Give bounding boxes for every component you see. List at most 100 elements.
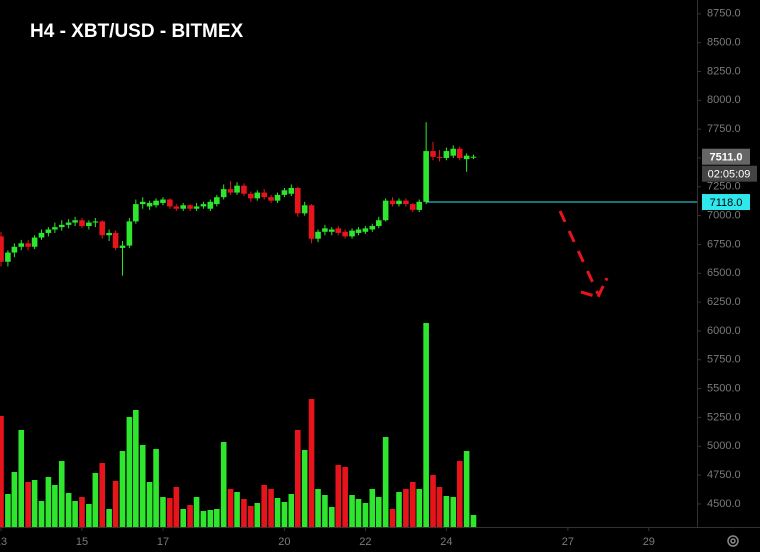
volume-bar — [349, 495, 355, 527]
volume-bar — [463, 451, 470, 527]
candle-body — [470, 156, 477, 158]
volume-bar — [456, 461, 463, 527]
volume-bar — [207, 510, 214, 527]
candle-body — [58, 224, 65, 228]
volume-bar — [234, 492, 240, 527]
candle-body — [133, 204, 139, 222]
volume-bar — [294, 430, 301, 527]
volume-bar — [52, 485, 58, 527]
candle-body — [436, 156, 443, 158]
candle-body — [396, 200, 402, 205]
candle-body — [173, 206, 180, 209]
candle-body — [45, 229, 52, 233]
volume-bar — [288, 494, 295, 527]
price-line-label: 7118.0 — [710, 197, 743, 209]
candle-body — [342, 231, 348, 237]
volume-bar — [18, 430, 25, 527]
y-tick-label: 8750.0 — [707, 8, 741, 20]
y-tick-label: 8250.0 — [707, 65, 741, 77]
y-tick-label: 8000.0 — [707, 94, 741, 106]
volume-bar — [315, 489, 321, 527]
volume-bar — [126, 417, 133, 527]
volume-bar — [274, 498, 281, 527]
volume-bar — [470, 515, 477, 527]
volume-bar — [328, 507, 335, 527]
x-tick-label: 24 — [440, 536, 452, 548]
candle-body — [86, 222, 92, 227]
candle-body — [349, 230, 355, 237]
candle-body — [160, 199, 166, 203]
candle-body — [52, 227, 58, 230]
candle-body — [193, 206, 200, 209]
candle-body — [65, 222, 72, 225]
volume-bar — [335, 465, 342, 527]
x-tick-label: 13 — [0, 536, 7, 548]
volume-bar — [281, 502, 288, 527]
volume-bar — [409, 482, 416, 527]
annotation-arrow — [558, 210, 609, 299]
candle-body — [389, 200, 396, 205]
volume-bar — [106, 509, 112, 527]
candle-body — [409, 204, 416, 210]
candle-body — [423, 151, 429, 202]
candle-body — [369, 226, 376, 230]
y-tick-label: 6750.0 — [707, 238, 741, 250]
volume-bar — [25, 482, 31, 527]
candle-body — [167, 199, 173, 207]
candle-body — [382, 200, 389, 221]
volume-bar — [79, 497, 85, 527]
candle-body — [450, 148, 457, 156]
candle-body — [146, 202, 153, 207]
volume-bar — [261, 485, 267, 527]
candle-body — [463, 155, 470, 160]
candle-body — [180, 205, 187, 209]
candle-body — [362, 228, 369, 232]
candle-body — [281, 190, 288, 195]
volume-bar — [254, 503, 261, 527]
volume-bar — [403, 489, 409, 527]
candle-body — [72, 220, 78, 223]
candle-body — [5, 252, 11, 262]
volume-bar — [5, 494, 11, 527]
candle-body — [254, 192, 261, 199]
volume-bar — [322, 495, 328, 527]
y-tick-label: 7000.0 — [707, 210, 741, 222]
volume-bar — [86, 504, 92, 527]
candle-body — [355, 229, 362, 233]
x-tick-label: 22 — [359, 536, 371, 548]
candle-body — [112, 232, 119, 248]
candle-body — [430, 151, 436, 157]
y-tick-label: 6500.0 — [707, 267, 741, 279]
y-tick-label: 7750.0 — [707, 123, 741, 135]
candle-body — [248, 193, 254, 199]
price-line-box — [702, 194, 750, 211]
volume-bar — [72, 501, 78, 527]
y-tick-label: 4750.0 — [707, 469, 741, 481]
candle-body — [308, 205, 315, 239]
candle-body — [18, 243, 25, 247]
volume-bar — [355, 499, 362, 527]
candle-body — [294, 187, 301, 214]
candle-body — [328, 229, 335, 232]
volume-bar — [342, 467, 348, 527]
volume-bar — [214, 509, 220, 527]
x-tick-label: 20 — [278, 536, 290, 548]
volume-bar — [173, 487, 180, 527]
candle-body — [403, 200, 409, 205]
volume-bar — [31, 480, 38, 527]
y-tick-label: 5750.0 — [707, 354, 741, 366]
volume-bar — [11, 472, 18, 527]
candle-body — [139, 201, 146, 205]
candle-body — [443, 151, 450, 158]
candle-body — [268, 197, 274, 201]
candle-body — [241, 185, 247, 194]
settings-icon[interactable] — [727, 535, 739, 547]
volume-bar — [382, 437, 389, 527]
chart-title: H4 - XBT/USD - BITMEX — [30, 21, 244, 42]
volume-bar — [220, 442, 227, 527]
volume-bar — [308, 399, 315, 527]
volume-bar — [92, 473, 99, 527]
volume-bar — [450, 497, 457, 527]
candle-body — [322, 228, 328, 232]
